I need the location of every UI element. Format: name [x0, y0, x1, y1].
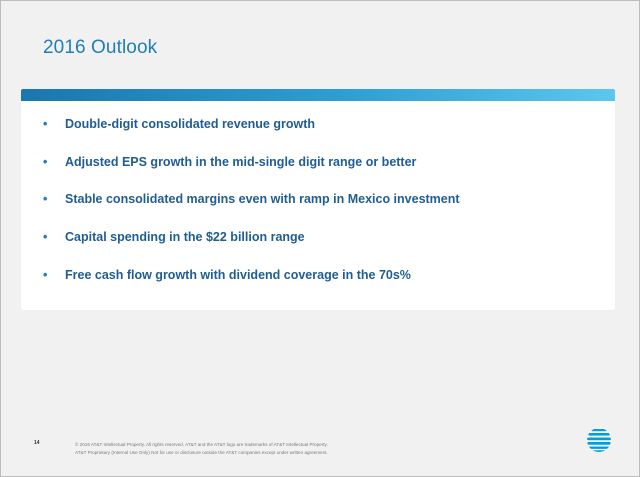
page-number: 14 — [34, 440, 40, 446]
bullet-dot: • — [43, 117, 48, 131]
bullet-item: • Free cash flow growth with dividend co… — [43, 268, 460, 306]
footer-legal-text: © 2016 AT&T Intellectual Property. All r… — [75, 441, 328, 457]
bullet-item: • Double-digit consolidated revenue grow… — [43, 117, 460, 155]
bullet-dot: • — [43, 230, 48, 245]
bullet-text: Double-digit consolidated revenue growth — [65, 117, 316, 131]
bullet-list: • Double-digit consolidated revenue grow… — [43, 117, 460, 305]
bullet-text: Adjusted EPS growth in the mid-single di… — [65, 154, 417, 169]
bullet-text: Stable consolidated margins even with ra… — [65, 192, 460, 207]
panel-header-bar — [21, 89, 615, 101]
footer-line-2: AT&T Proprietary (Internal Use Only) Not… — [75, 450, 328, 455]
bullet-item: • Adjusted EPS growth in the mid-single … — [43, 155, 460, 193]
bullet-dot: • — [43, 267, 48, 282]
bullet-text: Capital spending in the $22 billion rang… — [65, 230, 305, 245]
att-globe-icon — [587, 428, 611, 452]
bullet-dot: • — [43, 192, 48, 207]
bullet-item: • Capital spending in the $22 billion ra… — [43, 230, 460, 268]
footer-line-1: © 2016 AT&T Intellectual Property. All r… — [75, 442, 328, 447]
bullet-text: Free cash flow growth with dividend cove… — [65, 267, 411, 282]
content-panel: • Double-digit consolidated revenue grow… — [21, 89, 615, 310]
bullet-dot: • — [43, 154, 48, 169]
slide-title: 2016 Outlook — [43, 37, 158, 58]
bullet-item: • Stable consolidated margins even with … — [43, 192, 460, 230]
